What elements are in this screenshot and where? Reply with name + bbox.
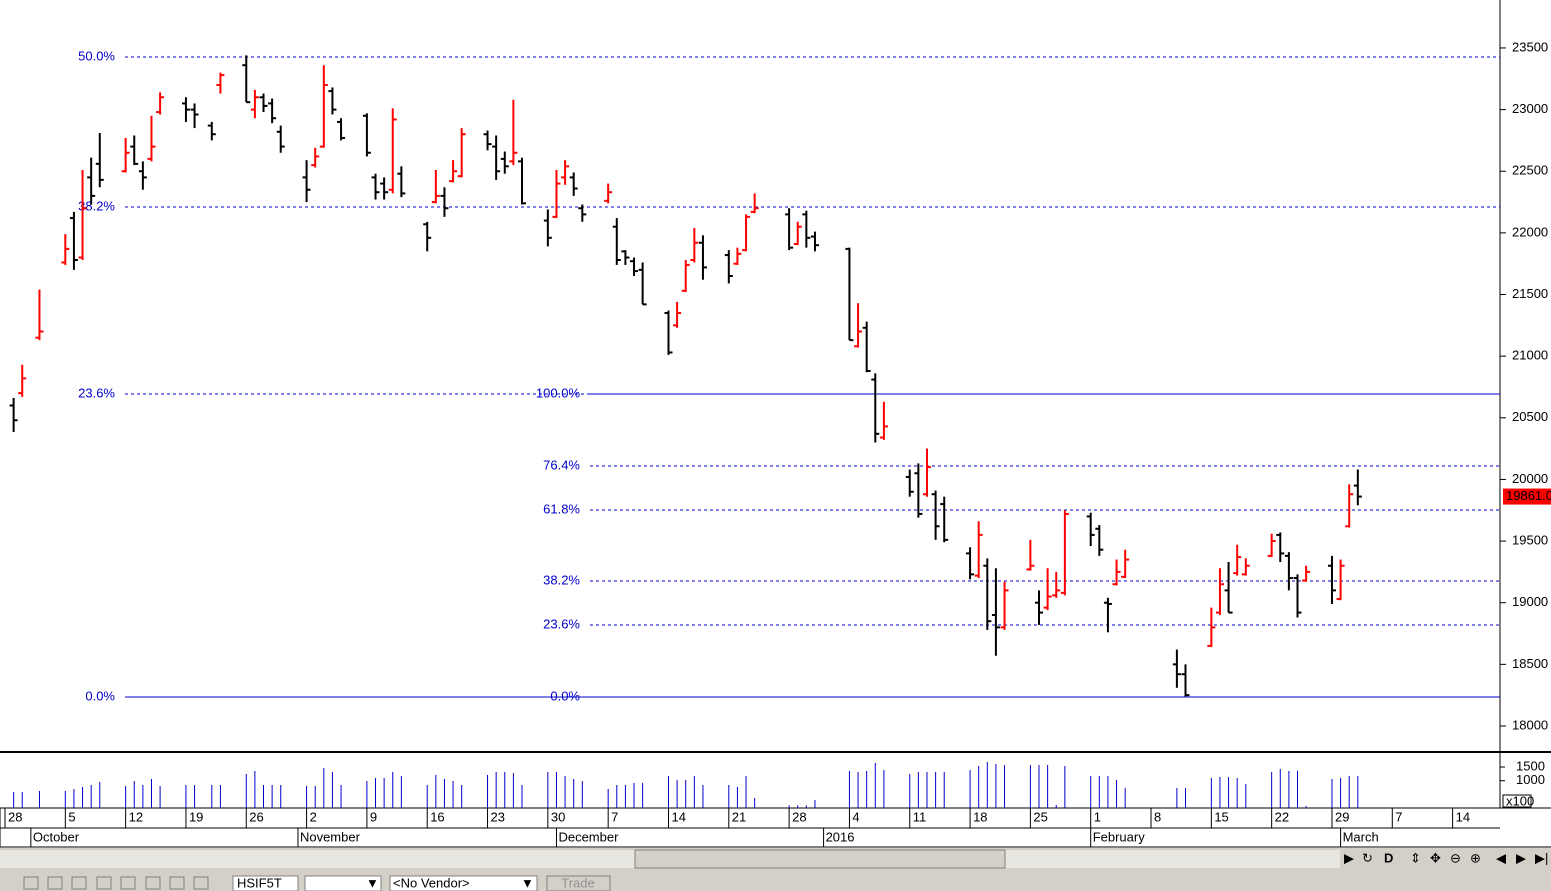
x-tick-label: 18 xyxy=(973,809,987,824)
volume-unit: x100 xyxy=(1506,793,1534,808)
x-tick-label: 29 xyxy=(1335,809,1349,824)
nav-icon[interactable]: ⇕ xyxy=(1410,850,1421,865)
month-label: October xyxy=(33,829,80,844)
x-tick-label: 30 xyxy=(551,809,565,824)
nav-icon[interactable]: ⊕ xyxy=(1470,850,1481,865)
month-label: December xyxy=(558,829,619,844)
dropdown-arrow: ▼ xyxy=(521,875,534,890)
last-price-box xyxy=(1503,488,1551,505)
trade-label: Trade xyxy=(561,875,594,890)
x-tick-label: 16 xyxy=(430,809,444,824)
symbol-box[interactable] xyxy=(232,875,299,891)
x-tick-label: 1 xyxy=(1094,809,1101,824)
nav-buttons: ▶ ↻ D ⇕ ✥ ⊖ ⊕ ◀ ▶ ▶| xyxy=(1344,850,1548,865)
y-tick-label: 21500 xyxy=(1512,286,1548,301)
fib-label: 76.4% xyxy=(543,457,580,472)
nav-button[interactable]: D xyxy=(1384,850,1393,865)
x-tick-label: 14 xyxy=(1456,809,1470,824)
fib-label: 23.6% xyxy=(543,616,580,631)
nav-icon[interactable]: ▶ xyxy=(1516,850,1526,865)
month-label: March xyxy=(1343,829,1379,844)
dropdown[interactable] xyxy=(304,875,382,891)
vendor-dropdown[interactable] xyxy=(389,875,538,891)
nav-icon[interactable]: ↻ xyxy=(1362,850,1373,865)
tool-icons xyxy=(23,876,209,890)
nav-icon[interactable]: ◀ xyxy=(1496,850,1506,865)
trade-button[interactable] xyxy=(546,875,611,891)
x-tick-label: 26 xyxy=(249,809,263,824)
fib-label: 100.0% xyxy=(536,385,581,400)
x-tick-label: 12 xyxy=(129,809,143,824)
scrollbar-thumb[interactable] xyxy=(634,849,1006,869)
volume-unit-box xyxy=(1502,794,1532,808)
x-tick-label: 25 xyxy=(1033,809,1047,824)
x-tick-label: 5 xyxy=(68,809,75,824)
x-tick-label: 4 xyxy=(852,809,859,824)
x-tick-label: 11 xyxy=(913,809,927,824)
x-tick-label: 15 xyxy=(1214,809,1228,824)
tool-button[interactable] xyxy=(145,876,161,890)
nav-icon[interactable]: ⊖ xyxy=(1450,850,1461,865)
volume-y-tick-label: 1500 xyxy=(1516,758,1545,773)
dropdown-arrow: ▼ xyxy=(366,875,379,890)
tool-button[interactable] xyxy=(96,876,112,890)
symbol: HSIF5T xyxy=(237,875,282,890)
fib-label: 50.0% xyxy=(78,48,115,63)
x-tick-label: 21 xyxy=(732,809,746,824)
nav-icon[interactable]: ▶ xyxy=(1344,850,1354,865)
x-tick-label: 9 xyxy=(370,809,377,824)
x-tick-label: 23 xyxy=(491,809,505,824)
x-tick-label: 19 xyxy=(189,809,203,824)
x-tick-label: 7 xyxy=(611,809,618,824)
y-tick-label: 21000 xyxy=(1512,348,1548,363)
y-tick-label: 20000 xyxy=(1512,471,1548,486)
y-tick-label: 19500 xyxy=(1512,533,1548,548)
x-tick-label: 7 xyxy=(1395,809,1402,824)
x-tick-label: 14 xyxy=(671,809,685,824)
volume-y-tick-label: 1000 xyxy=(1516,772,1545,787)
tool-button[interactable] xyxy=(23,876,39,890)
y-tick-label: 19000 xyxy=(1512,594,1548,609)
x-tick-label: 28 xyxy=(8,809,22,824)
nav-icon[interactable]: ✥ xyxy=(1430,850,1441,865)
x-tick-label: 2 xyxy=(310,809,317,824)
fib-label: 38.2% xyxy=(543,572,580,587)
y-tick-label: 22000 xyxy=(1512,224,1548,239)
tool-button[interactable] xyxy=(47,876,63,890)
vendor: <No Vendor> xyxy=(393,875,470,890)
y-tick-label: 20500 xyxy=(1512,409,1548,424)
month-label: 2016 xyxy=(826,829,855,844)
y-tick-label: 22500 xyxy=(1512,163,1548,178)
month-label: February xyxy=(1093,829,1146,844)
y-tick-label: 18000 xyxy=(1512,717,1548,732)
tool-button[interactable] xyxy=(120,876,136,890)
x-tick-label: 22 xyxy=(1275,809,1289,824)
tool-button[interactable] xyxy=(193,876,209,890)
last-price-label: 19861.0 xyxy=(1506,488,1551,503)
fib-label: 38.2% xyxy=(78,198,115,213)
nav-icon[interactable]: ▶| xyxy=(1535,850,1548,865)
fib-label: 23.6% xyxy=(78,385,115,400)
fib-label: 0.0% xyxy=(550,688,580,703)
y-tick-label: 18500 xyxy=(1512,656,1548,671)
y-tick-label: 23000 xyxy=(1512,101,1548,116)
x-tick-label: 8 xyxy=(1154,809,1161,824)
fib-label: 61.8% xyxy=(543,501,580,516)
y-tick-label: 23500 xyxy=(1512,39,1548,54)
fib-label: 0.0% xyxy=(85,688,115,703)
tool-button[interactable] xyxy=(169,876,185,890)
tool-button[interactable] xyxy=(71,876,87,890)
month-label: November xyxy=(300,829,361,844)
x-tick-label: 28 xyxy=(792,809,806,824)
